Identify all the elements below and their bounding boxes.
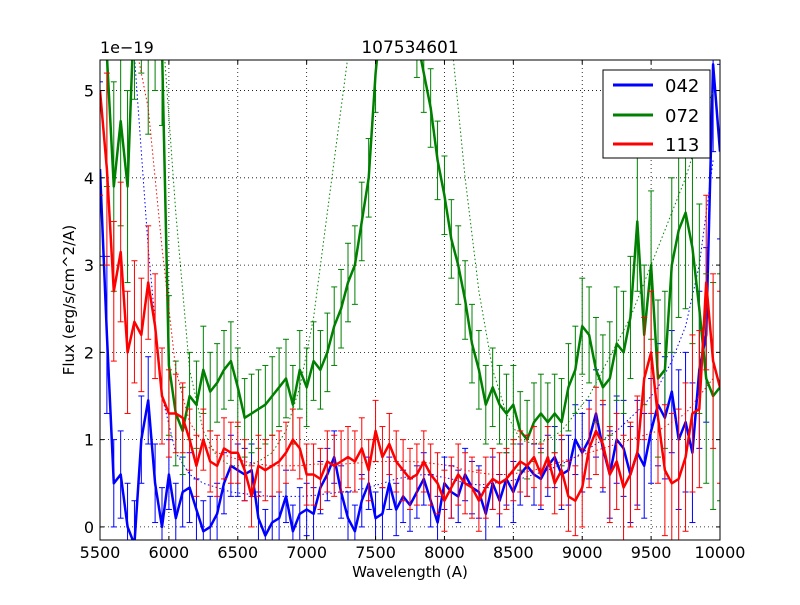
y-tick-label: 0 bbox=[84, 518, 94, 537]
legend: 042 072 113 bbox=[602, 69, 711, 159]
y-tick-label: 3 bbox=[84, 256, 94, 275]
legend-label-042: 042 bbox=[665, 76, 699, 97]
x-tick-label: 6000 bbox=[149, 543, 190, 562]
y-axis-label: Flux (erg/s/cm^2/A) bbox=[60, 225, 78, 376]
x-tick-label: 10000 bbox=[695, 543, 746, 562]
y-tick-label: 5 bbox=[84, 82, 94, 101]
y-tick-label: 1 bbox=[84, 431, 94, 450]
x-axis-label: Wavelength (A) bbox=[352, 563, 468, 581]
y-multiplier-label: 1e−19 bbox=[100, 38, 154, 57]
y-tick-label: 2 bbox=[84, 343, 94, 362]
series-line-072 bbox=[105, 60, 720, 441]
plot-frame bbox=[99, 59, 721, 541]
x-tick-label: 5500 bbox=[80, 543, 121, 562]
series-113 bbox=[100, 60, 720, 540]
legend-label-072: 072 bbox=[665, 106, 699, 127]
x-tick-label: 7000 bbox=[286, 543, 327, 562]
legend-label-113: 113 bbox=[665, 135, 699, 156]
x-tick-label: 7500 bbox=[355, 543, 396, 562]
x-tick-label: 8500 bbox=[493, 543, 534, 562]
x-tick-label: 8000 bbox=[424, 543, 465, 562]
model-line-042 bbox=[134, 60, 714, 497]
x-tick-label: 6500 bbox=[217, 543, 258, 562]
axis-ticks: 5500 6000 6500 7000 7500 8000 8500 9000 9500 1000… bbox=[80, 60, 746, 562]
x-tick-label: 9500 bbox=[631, 543, 672, 562]
model-line-072 bbox=[164, 60, 714, 467]
chart-title: 107534601 bbox=[361, 38, 458, 58]
series-line-113 bbox=[100, 90, 720, 502]
y-tick-label: 4 bbox=[84, 169, 94, 188]
series-layer bbox=[100, 60, 720, 540]
x-tick-label: 9000 bbox=[562, 543, 603, 562]
